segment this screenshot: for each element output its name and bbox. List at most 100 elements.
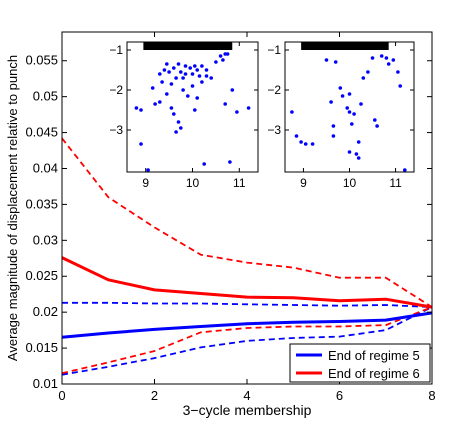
- inset-right-scatter-point: [384, 56, 389, 60]
- y-tick-label: 0.02: [33, 304, 58, 319]
- inset-right-scatter-point: [370, 56, 375, 60]
- inset-left-points: [134, 52, 251, 172]
- inset-right-scatter-point: [345, 106, 350, 110]
- x-tick-label: 6: [336, 388, 343, 403]
- inset-left-scatter-point: [174, 130, 178, 134]
- main-series-group: [61, 137, 433, 376]
- inset-left-scatter-point: [158, 100, 162, 104]
- x-tick-label: 8: [428, 388, 435, 403]
- inset-left-scatter-point: [235, 110, 239, 114]
- inset-left-scatter-point: [214, 60, 218, 64]
- x-tick-label: 0: [58, 388, 65, 403]
- inset-left-scatter-point: [179, 70, 183, 74]
- inset-left-scatter-point: [167, 70, 171, 74]
- y-axis-label: Average magnitude of displacement relati…: [5, 55, 20, 361]
- inset-right-scatter-point: [373, 118, 377, 122]
- legend: End of regime 5 End of regime 6: [289, 343, 431, 383]
- inset-right-scatter-point: [361, 76, 366, 80]
- inset-right-scatter-point: [303, 142, 308, 146]
- inset-left-scatter-point: [195, 96, 199, 100]
- inset-left-scatter-point: [146, 168, 150, 172]
- inset-right-points: [290, 54, 407, 172]
- inset-left-scatter-point: [181, 76, 185, 80]
- inset-left-scatter-point: [179, 126, 183, 130]
- inset-right-scatter-point: [347, 110, 352, 114]
- inset-right-scatter-point: [294, 134, 299, 138]
- inset-left-scatter-point: [160, 80, 164, 84]
- inset-right-y-tick-label: −1: [267, 43, 281, 57]
- inset-left-y-tick-label: −2: [109, 83, 123, 97]
- inset-right-scatter-point: [310, 142, 315, 146]
- inset-left-scatter-point: [181, 88, 185, 92]
- y-tick-label: 0.045: [25, 125, 58, 140]
- inset-left-scatter-point: [165, 62, 169, 66]
- inset-left-y-tick-label: −3: [109, 123, 123, 137]
- inset-right-y-tick-label: −2: [267, 83, 281, 97]
- inset-right-scatter-point: [403, 168, 407, 172]
- inset-right-scatter-point: [331, 134, 336, 138]
- x-axis-label: 3−cycle membership: [183, 402, 312, 418]
- inset-right-x-tick-label: 11: [389, 176, 402, 190]
- inset-left-scatter-point: [134, 106, 139, 110]
- inset-right-scatter-point: [366, 70, 370, 74]
- inset-left-scatter-point: [193, 64, 197, 68]
- inset-left-scatter-point: [202, 162, 206, 166]
- y-tick-label: 0.035: [25, 196, 58, 211]
- inset-left-scatter-point: [193, 108, 197, 112]
- y-tick-label: 0.03: [33, 232, 58, 247]
- inset-right-scatter-point: [324, 58, 329, 62]
- inset-right-scatter-point: [347, 150, 352, 154]
- inset-left-scatter-point: [172, 112, 176, 116]
- inset-right-scatter-point: [375, 124, 379, 128]
- inset-right-scatter-point: [290, 110, 294, 114]
- inset-left-scatter-point: [204, 74, 209, 78]
- inset-left-scatter-point: [190, 72, 195, 76]
- inset-right-scatter-point: [352, 112, 356, 116]
- main-plot: 0 2 4 6 8 0.01 0.015 0.02 0.025 0.03 0.035 0.04 0.04…: [5, 31, 436, 418]
- inset-right-x-tick-label: 10: [343, 176, 357, 190]
- inset-plot-right: 9 10 11 −1 −2 −3: [267, 41, 415, 190]
- inset-left-scatter-point: [223, 102, 227, 106]
- y-tick-label: 0.01: [33, 376, 58, 391]
- inset-left-scatter-point: [174, 76, 178, 80]
- inset-right-scatter-point: [379, 54, 384, 58]
- inset-left-scatter-point: [204, 68, 209, 72]
- inset-left-scatter-point: [197, 74, 202, 78]
- inset-left-scatter-point: [209, 76, 213, 80]
- inset-left-scatter-point: [153, 102, 157, 106]
- inset-right-y-tick-label: −3: [267, 123, 281, 137]
- inset-left-tick-group: 9 10 11 −1 −2 −3: [109, 42, 258, 190]
- inset-left-scatter-point: [195, 68, 199, 72]
- series-line-2: [62, 301, 433, 308]
- inset-right-scatter-point: [347, 92, 352, 96]
- inset-left-scatter-point: [190, 84, 195, 88]
- inset-left-scatter-point: [165, 92, 169, 96]
- inset-right-scatter-point: [338, 86, 343, 90]
- legend-label-regime-5: End of regime 5: [328, 348, 420, 363]
- y-tick-label: 0.025: [25, 268, 58, 283]
- x-tick-label: 4: [243, 388, 250, 403]
- series-line-1: [61, 256, 433, 309]
- inset-left-black-bar: [143, 42, 233, 50]
- main-tick-group: 0 2 4 6 8 0.01 0.015 0.02 0.025 0.03 0.035 0.04 0.04…: [25, 32, 436, 403]
- y-tick-label: 0.015: [25, 340, 58, 355]
- inset-left-scatter-point: [169, 82, 174, 86]
- inset-right-scatter-point: [340, 94, 345, 98]
- x-tick-label: 2: [151, 388, 158, 403]
- inset-right-scatter-point: [386, 62, 391, 66]
- inset-left-scatter-point: [218, 54, 223, 58]
- inset-right-scatter-point: [398, 84, 403, 88]
- inset-left-x-tick-label: 11: [233, 176, 246, 190]
- inset-right-scatter-point: [331, 124, 336, 128]
- inset-right-scatter-point: [329, 100, 333, 104]
- inset-left-scatter-point: [230, 88, 235, 92]
- inset-right-scatter-point: [299, 140, 303, 144]
- inset-left-scatter-point: [183, 64, 188, 68]
- inset-right-scatter-point: [396, 70, 400, 74]
- inset-left-scatter-point: [200, 64, 204, 68]
- series-line-4: [61, 137, 433, 308]
- inset-left-scatter-point: [176, 120, 181, 124]
- legend-box: [289, 343, 431, 383]
- inset-left-scatter-point: [188, 66, 192, 70]
